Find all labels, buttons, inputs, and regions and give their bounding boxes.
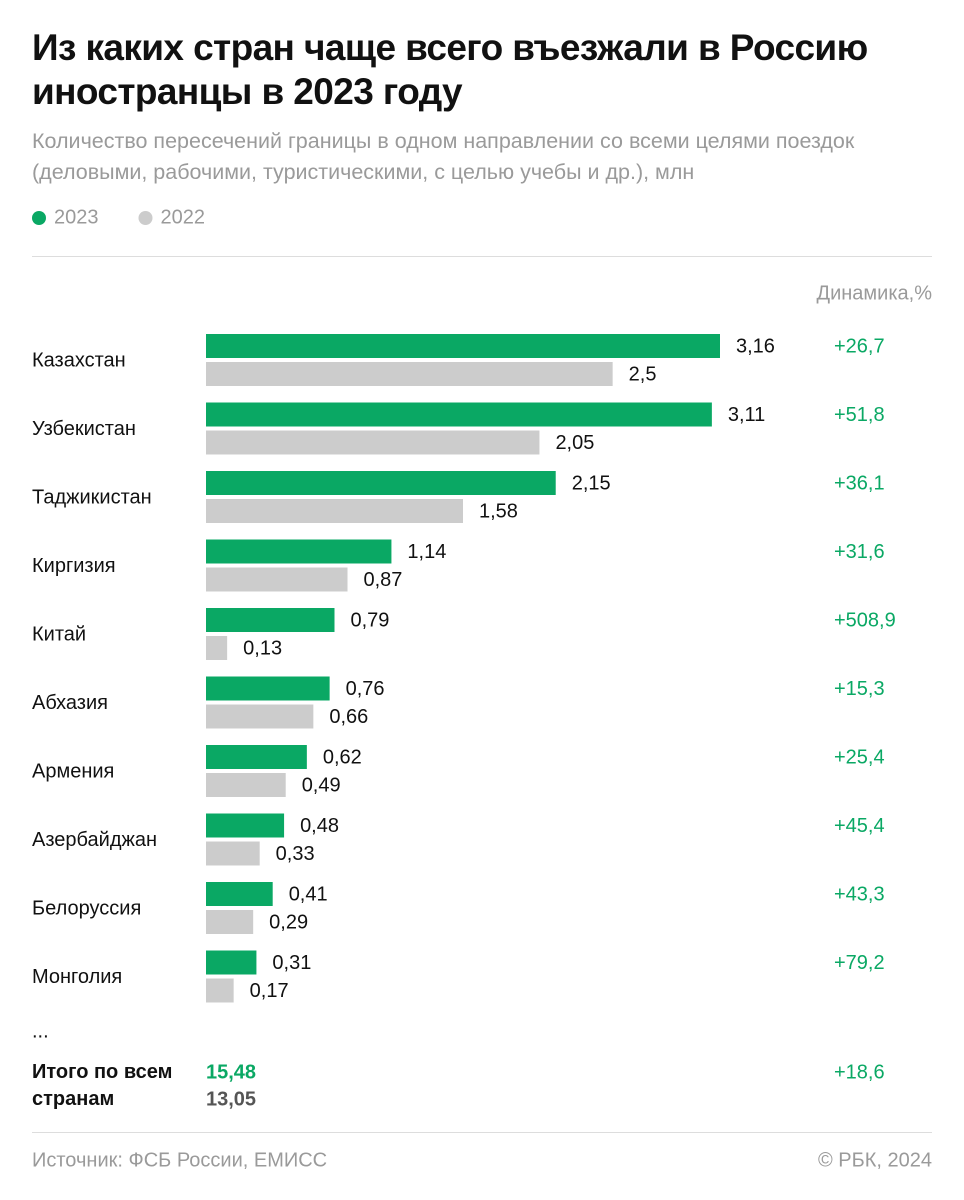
change-label: +508,9 <box>834 609 896 631</box>
bar <box>206 910 254 934</box>
bar <box>206 499 463 523</box>
value-label: 1,58 <box>479 500 518 522</box>
bar <box>206 636 228 660</box>
value-label: 0,33 <box>276 843 315 865</box>
value-label: 0,76 <box>346 678 385 700</box>
bar <box>206 676 330 701</box>
value-label: 3,11 <box>728 404 765 426</box>
value-label: 2,5 <box>629 363 657 385</box>
legend-label: 2022 <box>161 206 206 228</box>
bar <box>206 471 556 495</box>
bar <box>206 813 285 838</box>
value-label: 0,17 <box>250 980 289 1002</box>
value-label: 0,13 <box>243 637 282 659</box>
category-label: Армения <box>32 760 114 782</box>
category-label: Киргизия <box>32 555 116 577</box>
legend-marker <box>32 211 46 225</box>
change-label: +79,2 <box>834 952 885 974</box>
change-label: +43,3 <box>834 883 885 905</box>
legend-marker <box>138 211 153 225</box>
value-label: 0,48 <box>300 815 339 837</box>
category-label: Азербайджан <box>32 829 157 851</box>
bar <box>206 841 260 866</box>
bar <box>206 704 314 729</box>
value-label: 0,79 <box>351 609 390 631</box>
bar <box>206 608 335 632</box>
bar <box>206 745 307 769</box>
category-label: Монголия <box>32 966 122 988</box>
change-header: Динамика,% <box>817 282 933 304</box>
ellipsis: ... <box>32 1020 49 1042</box>
chart-title: Из каких стран чаще всего въезжали в Рос… <box>32 27 868 112</box>
value-label: 0,31 <box>272 952 311 974</box>
category-label: Узбекистан <box>32 418 136 440</box>
legend-label: 2023 <box>54 206 99 228</box>
bar <box>206 539 392 564</box>
change-label: +51,8 <box>834 404 885 426</box>
bar <box>206 430 540 455</box>
category-label: Таджикистан <box>32 486 152 508</box>
total-value: 15,48 <box>206 1061 256 1083</box>
value-label: 2,05 <box>555 432 594 454</box>
value-label: 0,62 <box>323 746 362 768</box>
bar <box>206 978 234 1003</box>
value-label: 0,66 <box>329 706 368 728</box>
change-label: +15,3 <box>834 678 885 700</box>
bar <box>206 950 257 975</box>
credit: © РБК, 2024 <box>818 1149 932 1171</box>
value-label: 0,41 <box>289 883 328 905</box>
bar <box>206 402 712 427</box>
value-label: 0,29 <box>269 911 308 933</box>
value-label: 1,14 <box>407 541 446 563</box>
change-label: +26,7 <box>834 335 885 357</box>
bar <box>206 362 613 386</box>
change-label: +25,4 <box>834 746 885 768</box>
category-label: Белоруссия <box>32 897 141 919</box>
total-change: +18,6 <box>834 1061 885 1083</box>
change-label: +45,4 <box>834 815 885 837</box>
category-label: Абхазия <box>32 692 108 714</box>
value-label: 0,87 <box>364 569 403 591</box>
change-label: +36,1 <box>834 472 885 494</box>
bar <box>206 334 720 358</box>
category-label: Казахстан <box>32 349 126 371</box>
category-label: Китай <box>32 623 86 645</box>
source: Источник: ФСБ России, ЕМИСС <box>32 1149 327 1171</box>
bar <box>206 567 348 592</box>
total-value: 13,05 <box>206 1088 256 1110</box>
value-label: 0,49 <box>302 774 341 796</box>
value-label: 2,15 <box>572 472 611 494</box>
change-label: +31,6 <box>834 541 885 563</box>
value-label: 3,16 <box>736 335 775 357</box>
total-label: Итого по всем странам <box>32 1061 172 1110</box>
bar <box>206 773 286 797</box>
chart-subtitle: Количество пересечений границы в одном н… <box>32 129 855 184</box>
bar <box>206 882 273 906</box>
